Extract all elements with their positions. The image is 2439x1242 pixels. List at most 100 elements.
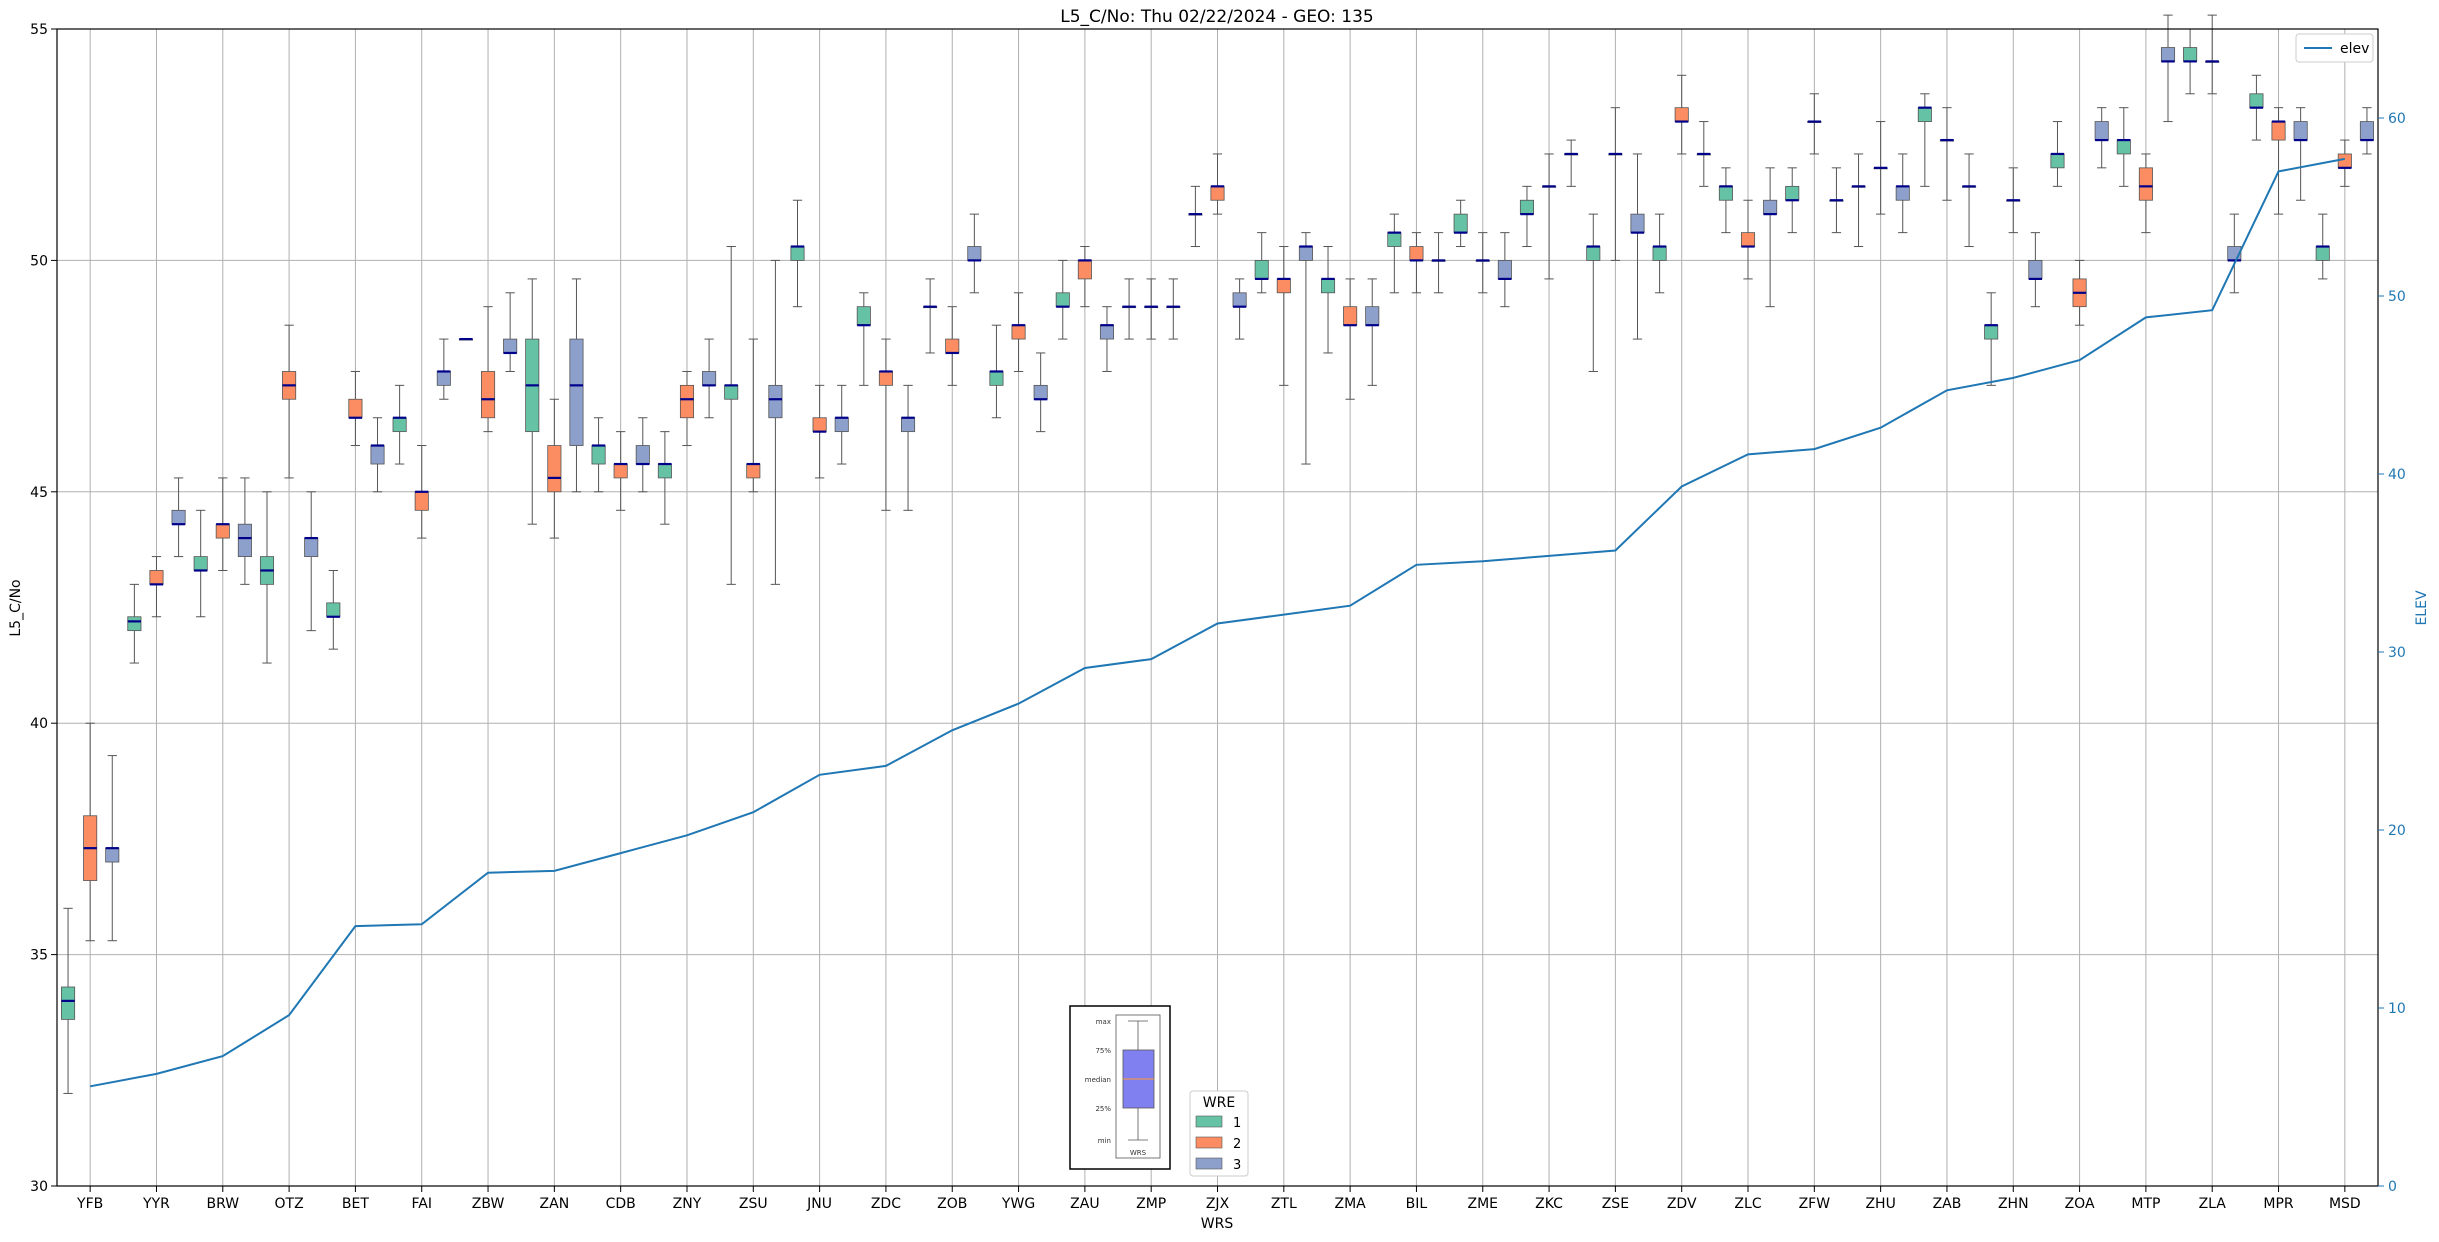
x-tick-label: ZHN xyxy=(1998,1196,2029,1212)
box-group xyxy=(458,292,518,433)
box-wre-2 xyxy=(1011,324,1026,340)
box-group xyxy=(1188,153,1247,340)
y-tick-label: 40 xyxy=(30,716,48,732)
box-wre-1 xyxy=(2116,139,2131,155)
x-tick-label: CDB xyxy=(606,1196,636,1212)
box-group xyxy=(1652,74,1711,294)
box-wre-2 xyxy=(2138,167,2153,201)
box-wre-2 xyxy=(679,384,695,419)
box-wre-1 xyxy=(657,463,672,479)
y-tick-label: 55 xyxy=(30,22,48,38)
box-group xyxy=(790,199,849,479)
grid-layer xyxy=(57,28,2378,1187)
box-wre-1 xyxy=(2183,47,2198,62)
box-wre-3 xyxy=(304,537,319,557)
elev-legend-frame xyxy=(2295,33,2374,63)
x-tick-label: MTP xyxy=(2131,1196,2160,1212)
x-tick-label: ZBW xyxy=(472,1196,505,1212)
y-tick-label: 45 xyxy=(30,485,48,501)
x-tick-label: ZLA xyxy=(2199,1196,2227,1212)
box-wre-2 xyxy=(2337,153,2352,169)
box-wre-1 xyxy=(1652,246,1667,261)
box-key: max 75% median 25% min WRS xyxy=(1069,1005,1171,1170)
box-wre-1 xyxy=(724,384,739,400)
box-group xyxy=(1984,167,2043,386)
box-wre-2 xyxy=(547,445,562,493)
box-wre-3 xyxy=(1298,246,1313,261)
x-tick-label: BRW xyxy=(206,1196,239,1212)
box-wre-1 xyxy=(2050,153,2065,169)
wre-legend-label-2: 2 xyxy=(1233,1137,1241,1152)
box-group xyxy=(2050,107,2109,326)
box-group xyxy=(1718,167,1778,308)
wre-legend-frame xyxy=(1189,1090,1249,1177)
x-tick-label: ZOB xyxy=(937,1196,967,1212)
axis-layer: 30 35 40 45 50 55 0 10 20 30 40 50 60 YFB YYR BRW OTZ BET… xyxy=(30,22,2406,1212)
box-wre-3 xyxy=(901,417,916,433)
box-group xyxy=(392,338,451,539)
x-tick-label: BIL xyxy=(1406,1196,1428,1212)
box-layer xyxy=(61,14,2374,1094)
box-wre-2 xyxy=(1409,246,1424,261)
x-tick-label: ZJX xyxy=(1206,1196,1230,1212)
box-wre-3 xyxy=(834,417,849,433)
line-layer xyxy=(90,157,2345,1088)
box-wre-3 xyxy=(569,338,584,446)
x-tick-label: ZMP xyxy=(1136,1196,1166,1212)
x-tick-label: ZME xyxy=(1467,1196,1498,1212)
box-wre-3 xyxy=(2293,121,2308,141)
box-wre-3 xyxy=(2094,121,2109,141)
box-group xyxy=(1519,139,1579,280)
box-group xyxy=(259,324,319,664)
box-wre-3 xyxy=(1099,324,1115,340)
box-wre-1 xyxy=(1320,278,1336,294)
box-wre-1 xyxy=(1785,185,1800,201)
box-wre-3 xyxy=(171,509,186,525)
box-wre-2 xyxy=(215,523,230,539)
box-key-label-median: median xyxy=(1085,1076,1111,1084)
box-wre-1 xyxy=(127,616,142,632)
elev-legend: elev xyxy=(2295,33,2374,63)
box-wre-1 xyxy=(989,371,1004,386)
box-wre-3 xyxy=(635,445,650,465)
box-wre-2 xyxy=(1276,278,1291,294)
x-tick-label: ZOA xyxy=(2065,1196,2095,1212)
box-group xyxy=(591,417,650,511)
wre-legend-swatch-1 xyxy=(1195,1115,1223,1128)
box-wre-2 xyxy=(348,398,363,419)
x-tick-label: ZLC xyxy=(1734,1196,1761,1212)
box-key-label-min: min xyxy=(1098,1137,1111,1145)
box-wre-1 xyxy=(1917,107,1932,122)
wre-legend-swatch-2 xyxy=(1195,1136,1223,1149)
box-group xyxy=(1387,213,1446,294)
box-key-label-max: max xyxy=(1096,1018,1111,1026)
box-wre-3 xyxy=(702,371,717,386)
box-wre-1 xyxy=(392,417,407,433)
box-group xyxy=(724,246,783,585)
box-wre-3 xyxy=(1895,185,1910,201)
box-wre-2 xyxy=(812,417,827,433)
box-wre-3 xyxy=(2028,259,2043,280)
x-tick-label: ZAN xyxy=(540,1196,570,1212)
box-group xyxy=(1453,199,1512,308)
box-group xyxy=(2183,14,2242,294)
box-wre-1 xyxy=(856,306,871,326)
box-wre-1 xyxy=(61,986,76,1020)
box-group xyxy=(1122,278,1181,340)
x-tick-label: ZDV xyxy=(1667,1196,1697,1212)
box-group xyxy=(657,338,717,525)
elev-legend-label: elev xyxy=(2340,41,2369,57)
box-wre-3 xyxy=(1365,306,1380,326)
box-wre-3 xyxy=(768,384,783,419)
x-tick-label: ZSE xyxy=(1602,1196,1629,1212)
x-tick-label: ZAU xyxy=(1070,1196,1099,1212)
box-group xyxy=(193,477,252,618)
box-wre-1 xyxy=(193,556,208,571)
box-wre-2 xyxy=(481,371,496,419)
box-wre-2 xyxy=(1077,259,1092,280)
box-wre-3 xyxy=(436,371,451,386)
box-wre-1 xyxy=(1718,185,1733,201)
